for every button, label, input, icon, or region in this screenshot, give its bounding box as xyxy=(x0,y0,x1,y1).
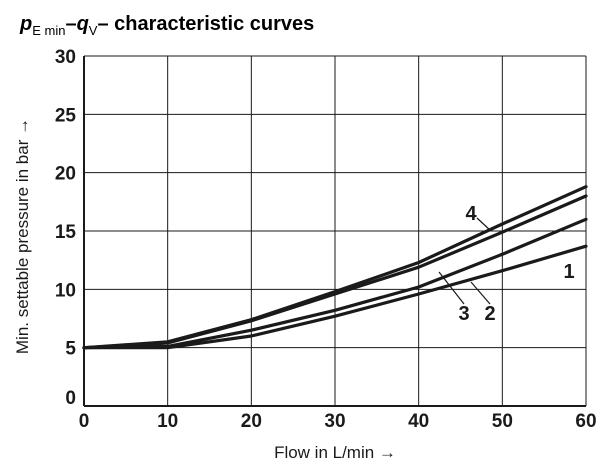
curve-label-2: 2 xyxy=(484,303,495,325)
y-axis-label: Min. settable pressure in bar → xyxy=(13,118,32,354)
y-tick-labels: 0 5 10 15 20 25 30 xyxy=(55,47,77,409)
curve-label-4: 4 xyxy=(465,203,477,225)
title-p: p xyxy=(19,13,32,35)
x-tick-30: 30 xyxy=(324,411,345,432)
x-tick-labels: 0 10 20 30 40 50 60 xyxy=(79,411,597,432)
y-tick-15: 15 xyxy=(55,222,77,243)
x-tick-0: 0 xyxy=(79,411,90,432)
y-tick-20: 20 xyxy=(55,164,76,185)
x-tick-40: 40 xyxy=(408,411,429,432)
y-tick-30: 30 xyxy=(55,47,76,68)
y-tick-0: 0 xyxy=(65,388,76,409)
y-tick-10: 10 xyxy=(55,280,76,301)
x-tick-20: 20 xyxy=(241,411,262,432)
title-rest: – characteristic curves xyxy=(97,13,314,35)
title-q-subscript: V xyxy=(89,23,98,38)
chart-title: pE min–qV– characteristic curves xyxy=(19,13,314,38)
x-axis-label: Flow in L/min → xyxy=(274,443,396,462)
leader-line-4 xyxy=(477,218,491,231)
title-q: q xyxy=(77,13,89,35)
x-tick-50: 50 xyxy=(492,411,513,432)
leader-line-2 xyxy=(471,282,490,304)
title-p-subscript: E min xyxy=(32,23,65,38)
grid xyxy=(84,56,586,406)
y-tick-25: 25 xyxy=(55,105,77,126)
curve-label-3: 3 xyxy=(458,303,469,325)
x-tick-10: 10 xyxy=(157,411,178,432)
y-tick-5: 5 xyxy=(65,339,76,360)
curve-label-1: 1 xyxy=(563,261,574,283)
title-dash: – xyxy=(65,13,76,35)
x-tick-60: 60 xyxy=(575,411,596,432)
